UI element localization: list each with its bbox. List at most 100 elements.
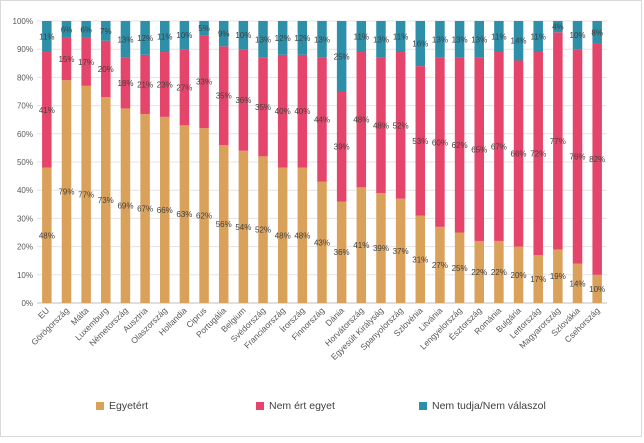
data-label: 48% bbox=[294, 231, 310, 240]
bar-segment bbox=[494, 240, 504, 303]
bar-segment bbox=[356, 21, 367, 53]
data-label: 36% bbox=[235, 96, 251, 105]
bar-segment bbox=[258, 156, 268, 303]
bar-segment bbox=[42, 52, 52, 168]
data-label: 66% bbox=[157, 206, 173, 215]
data-label: 66% bbox=[511, 150, 527, 159]
bar-segment bbox=[101, 97, 111, 303]
data-label: 40% bbox=[275, 107, 291, 116]
bar-segment bbox=[81, 21, 91, 38]
data-label: 25% bbox=[452, 264, 468, 273]
data-label: 31% bbox=[412, 255, 428, 264]
y-tick-label: 90% bbox=[17, 45, 33, 54]
data-labels: 48% 41% 11% 79% 15% 6% 77% 17% 6% 73% 20% 7% 69% 18% 1… bbox=[39, 23, 605, 294]
bar-segment bbox=[454, 21, 465, 58]
data-label: 53% bbox=[412, 137, 428, 146]
data-label: 82% bbox=[589, 155, 605, 164]
data-label: 12% bbox=[294, 34, 310, 43]
data-label: 20% bbox=[98, 65, 114, 74]
bar-segment bbox=[179, 21, 190, 50]
data-label: 10% bbox=[176, 31, 192, 40]
data-label: 73% bbox=[98, 196, 114, 205]
data-label: 21% bbox=[137, 80, 153, 89]
y-tick-label: 80% bbox=[17, 73, 33, 82]
data-label: 76% bbox=[570, 152, 586, 161]
data-label: 62% bbox=[196, 212, 212, 221]
data-label: 35% bbox=[255, 103, 271, 112]
y-tick-label: 50% bbox=[17, 158, 33, 167]
bar-segment bbox=[297, 21, 308, 55]
data-label: 11% bbox=[354, 33, 369, 42]
data-label: 12% bbox=[275, 34, 291, 43]
data-label: 22% bbox=[471, 268, 487, 277]
x-tick-label: EU bbox=[36, 305, 51, 320]
data-label: 17% bbox=[530, 275, 546, 284]
data-label: 48% bbox=[275, 231, 291, 240]
data-label: 11% bbox=[39, 33, 54, 42]
y-tick-label: 70% bbox=[17, 102, 33, 111]
legend-label: Egyetért bbox=[109, 400, 148, 412]
data-label: 16% bbox=[412, 40, 428, 49]
legend-swatch bbox=[96, 402, 104, 410]
data-label: 18% bbox=[117, 79, 133, 88]
data-label: 37% bbox=[393, 247, 409, 256]
data-label: 62% bbox=[452, 141, 468, 150]
data-label: 13% bbox=[314, 35, 330, 44]
data-label: 67% bbox=[137, 205, 153, 214]
bar-segment bbox=[474, 57, 484, 241]
data-label: 65% bbox=[471, 145, 487, 154]
bar-segment bbox=[395, 21, 406, 53]
bar-segment bbox=[120, 108, 131, 303]
data-label: 77% bbox=[78, 190, 94, 199]
data-label: 25% bbox=[334, 52, 350, 61]
bar-segment bbox=[160, 52, 170, 117]
bar-segment bbox=[533, 255, 543, 303]
data-label: 11% bbox=[491, 33, 506, 42]
legend-label: Nem ért egyet bbox=[269, 400, 335, 412]
data-label: 60% bbox=[432, 138, 448, 147]
data-label: 11% bbox=[157, 33, 172, 42]
bar-segment bbox=[592, 21, 602, 44]
data-label: 14% bbox=[511, 37, 527, 46]
data-label: 67% bbox=[491, 142, 507, 151]
data-label: 79% bbox=[58, 188, 74, 197]
bar-segment bbox=[81, 85, 91, 303]
bar-segment bbox=[61, 21, 72, 38]
data-label: 9% bbox=[218, 30, 230, 39]
x-axis: EUGörögországMáltaLuxemburgNémetországAu… bbox=[29, 305, 602, 362]
bar-segment bbox=[120, 21, 131, 58]
bar-segment bbox=[395, 198, 406, 303]
bar-segment bbox=[474, 240, 484, 303]
data-label: 13% bbox=[452, 35, 468, 44]
data-label: 13% bbox=[117, 35, 133, 44]
bar-segment bbox=[533, 52, 543, 256]
bar-segment bbox=[179, 49, 190, 126]
bar-segment bbox=[61, 37, 72, 81]
y-tick-label: 0% bbox=[21, 299, 33, 308]
bar-segment bbox=[533, 21, 543, 53]
data-label: 52% bbox=[255, 226, 271, 235]
bar-segment bbox=[61, 80, 72, 303]
bar-segment bbox=[297, 54, 308, 168]
bar-segment bbox=[376, 21, 386, 58]
data-label: 10% bbox=[589, 285, 605, 294]
data-label: 41% bbox=[39, 106, 55, 115]
legend-label: Nem tudja/Nem válaszol bbox=[432, 400, 546, 412]
bar-segment bbox=[553, 32, 563, 250]
bar-segment bbox=[553, 21, 563, 33]
data-label: 13% bbox=[373, 35, 389, 44]
y-tick-label: 60% bbox=[17, 130, 33, 139]
data-label: 10% bbox=[235, 31, 251, 40]
data-label: 48% bbox=[39, 231, 55, 240]
data-label: 35% bbox=[216, 92, 232, 101]
bar-segment bbox=[415, 66, 426, 216]
bar-segment bbox=[376, 193, 386, 303]
y-axis: 0% 10% 20% 30% 40% 50% 60% 70% 80% 90% 100% bbox=[13, 17, 33, 308]
bar-segment bbox=[199, 21, 209, 36]
data-label: 48% bbox=[353, 116, 369, 125]
bar-segment bbox=[81, 37, 91, 86]
bar-segment bbox=[140, 21, 150, 55]
bar-segment bbox=[140, 54, 150, 115]
bar-segment bbox=[513, 60, 524, 247]
